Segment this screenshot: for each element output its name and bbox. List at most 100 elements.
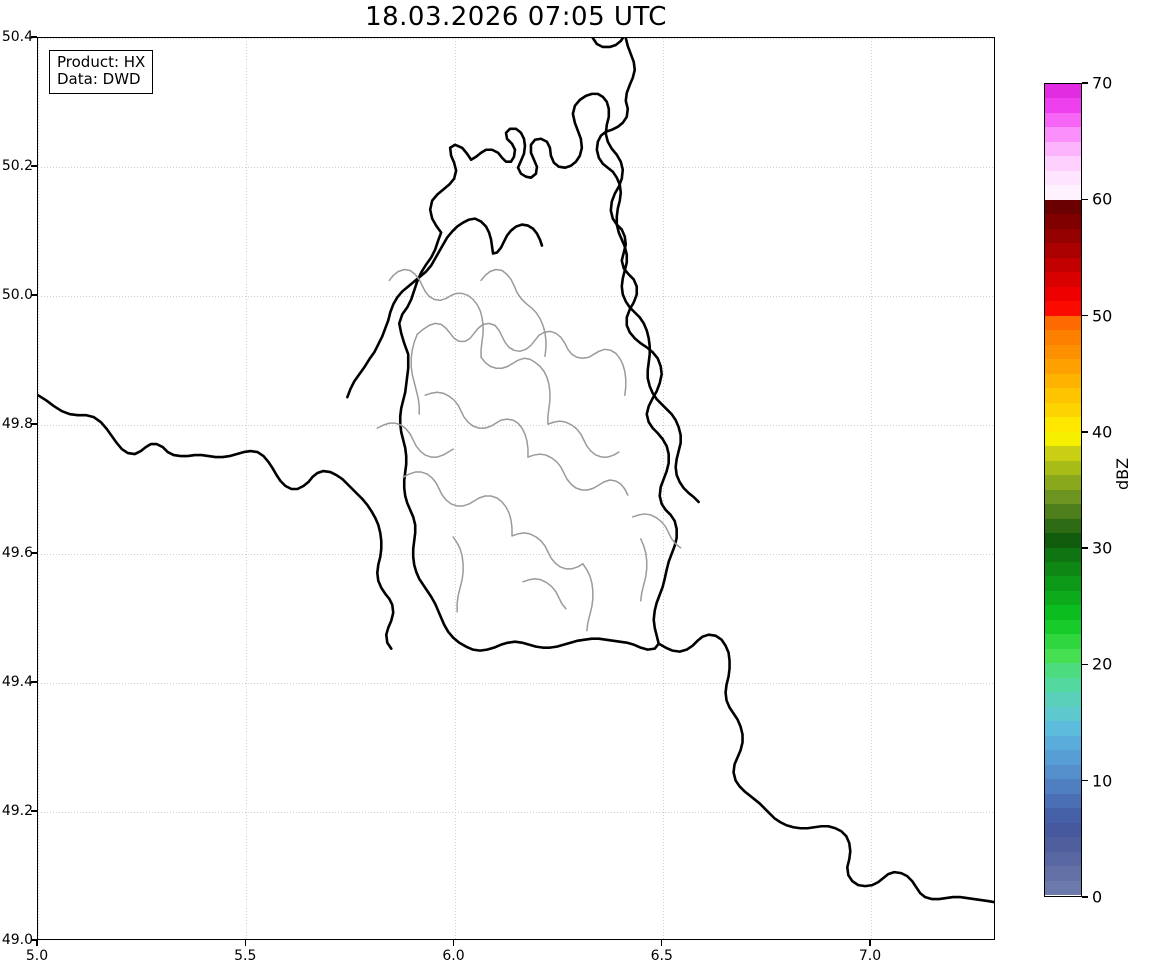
- colorbar-band: [1045, 851, 1081, 867]
- colorbar-band: [1045, 272, 1081, 287]
- colorbar-band: [1045, 185, 1081, 200]
- colorbar-band: [1045, 547, 1081, 562]
- colorbar-band: [1045, 127, 1081, 142]
- grid-layer: [38, 38, 994, 939]
- luxembourg-germany-border: [595, 38, 700, 504]
- colorbar-band: [1045, 663, 1081, 678]
- colorbar-band: [1045, 388, 1081, 403]
- info-product-line: Product: HX: [57, 53, 146, 71]
- colorbar-band: [1045, 793, 1081, 809]
- colorbar-band: [1045, 359, 1081, 374]
- y-axis-tick-label: 49.2: [1, 803, 33, 819]
- y-axis-tick: [31, 552, 37, 554]
- colorbar-tick: [1082, 663, 1088, 666]
- gridline-horizontal: [38, 38, 994, 39]
- map-geometry: [38, 38, 994, 904]
- y-axis-tick: [31, 294, 37, 296]
- colorbar-band: [1045, 619, 1081, 635]
- page-title: 18.03.2026 07:05 UTC: [365, 2, 667, 32]
- colorbar-tick-label: 20: [1092, 654, 1113, 674]
- belgium-germany-border: [591, 38, 625, 49]
- y-axis-tick: [31, 36, 37, 38]
- colorbar-tick-label: 60: [1092, 189, 1113, 209]
- info-data-line: Data: DWD: [57, 70, 141, 89]
- gridline-horizontal: [38, 167, 994, 168]
- y-axis-tick-label: 49.8: [1, 416, 33, 432]
- colorbar-band: [1045, 518, 1081, 534]
- y-axis-tick: [31, 681, 37, 683]
- colorbar: [1044, 83, 1082, 897]
- gridline-horizontal: [38, 425, 994, 426]
- colorbar-band: [1045, 402, 1081, 418]
- colorbar-band: [1045, 475, 1081, 490]
- x-axis-tick: [452, 940, 455, 946]
- colorbar-band: [1045, 344, 1081, 360]
- colorbar-band: [1045, 880, 1081, 896]
- colorbar-band: [1045, 286, 1081, 302]
- x-axis-tick-label: 5.0: [25, 948, 49, 964]
- gridline-horizontal: [38, 554, 994, 555]
- colorbar-band: [1045, 634, 1081, 649]
- colorbar-band: [1045, 460, 1081, 476]
- radar-map-plot: Product: HX Data: DWD: [37, 37, 995, 940]
- colorbar-band: [1045, 330, 1081, 345]
- colorbar-band: [1045, 706, 1081, 722]
- x-axis-tick-label: 6.0: [442, 948, 465, 964]
- colorbar-band: [1045, 98, 1081, 113]
- colorbar-band: [1045, 866, 1081, 881]
- colorbar-band: [1045, 837, 1081, 852]
- gridline-vertical: [38, 38, 39, 939]
- x-axis-tick: [661, 940, 663, 946]
- colorbar-band: [1045, 677, 1081, 693]
- colorbar-band: [1045, 576, 1081, 591]
- colorbar-tick-label: 70: [1092, 73, 1113, 93]
- x-axis-tick-label: 7.0: [858, 948, 882, 964]
- colorbar-band: [1045, 489, 1081, 505]
- colorbar-band: [1045, 170, 1081, 186]
- x-axis-tick: [244, 940, 246, 946]
- colorbar-band: [1045, 156, 1081, 171]
- colorbar-band: [1045, 648, 1081, 664]
- gridline-horizontal: [38, 812, 994, 813]
- colorbar-tick-label: 0: [1092, 887, 1103, 907]
- gridline-horizontal: [38, 683, 994, 684]
- y-axis-tick: [31, 423, 37, 425]
- colorbar-tick-label: 50: [1092, 306, 1113, 326]
- colorbar-band: [1045, 301, 1081, 316]
- colorbar-tick: [1082, 431, 1088, 433]
- colorbar-band: [1045, 561, 1081, 577]
- y-axis-tick: [31, 939, 37, 941]
- colorbar-tick: [1082, 314, 1088, 317]
- x-axis-tick: [36, 940, 38, 946]
- colorbar-axis-label: dBZ: [1113, 457, 1132, 490]
- colorbar-band: [1045, 533, 1081, 548]
- colorbar-band: [1045, 692, 1081, 707]
- x-axis-tick: [869, 940, 871, 946]
- colorbar-band: [1045, 417, 1081, 432]
- colorbar-tick: [1082, 780, 1088, 782]
- gridline-vertical: [871, 38, 872, 939]
- colorbar-band: [1045, 808, 1081, 823]
- france-germany-border: [657, 633, 994, 904]
- y-axis-tick-label: 50.4: [1, 29, 33, 45]
- colorbar-band: [1045, 822, 1081, 838]
- colorbar-tick-label: 30: [1092, 538, 1113, 558]
- colorbar-band: [1045, 112, 1081, 128]
- gridline-vertical: [246, 38, 248, 939]
- france-belgium-border: [38, 393, 395, 650]
- colorbar-band: [1045, 504, 1081, 519]
- colorbar-band: [1045, 373, 1081, 389]
- y-axis-tick-label: 50.2: [1, 158, 33, 174]
- colorbar-band: [1045, 735, 1081, 751]
- colorbar-band: [1045, 199, 1081, 215]
- luxembourg-canton-borders: [376, 268, 682, 632]
- colorbar-band: [1045, 214, 1081, 229]
- colorbar-band: [1045, 431, 1081, 447]
- x-axis-tick-label: 6.5: [650, 948, 673, 964]
- y-axis-tick: [31, 810, 37, 812]
- colorbar-band: [1045, 779, 1081, 794]
- info-box: Product: HX Data: DWD: [49, 50, 154, 94]
- colorbar-tick-label: 40: [1092, 422, 1113, 442]
- colorbar-tick: [1082, 547, 1088, 549]
- luxembourg-national-border: [397, 92, 678, 652]
